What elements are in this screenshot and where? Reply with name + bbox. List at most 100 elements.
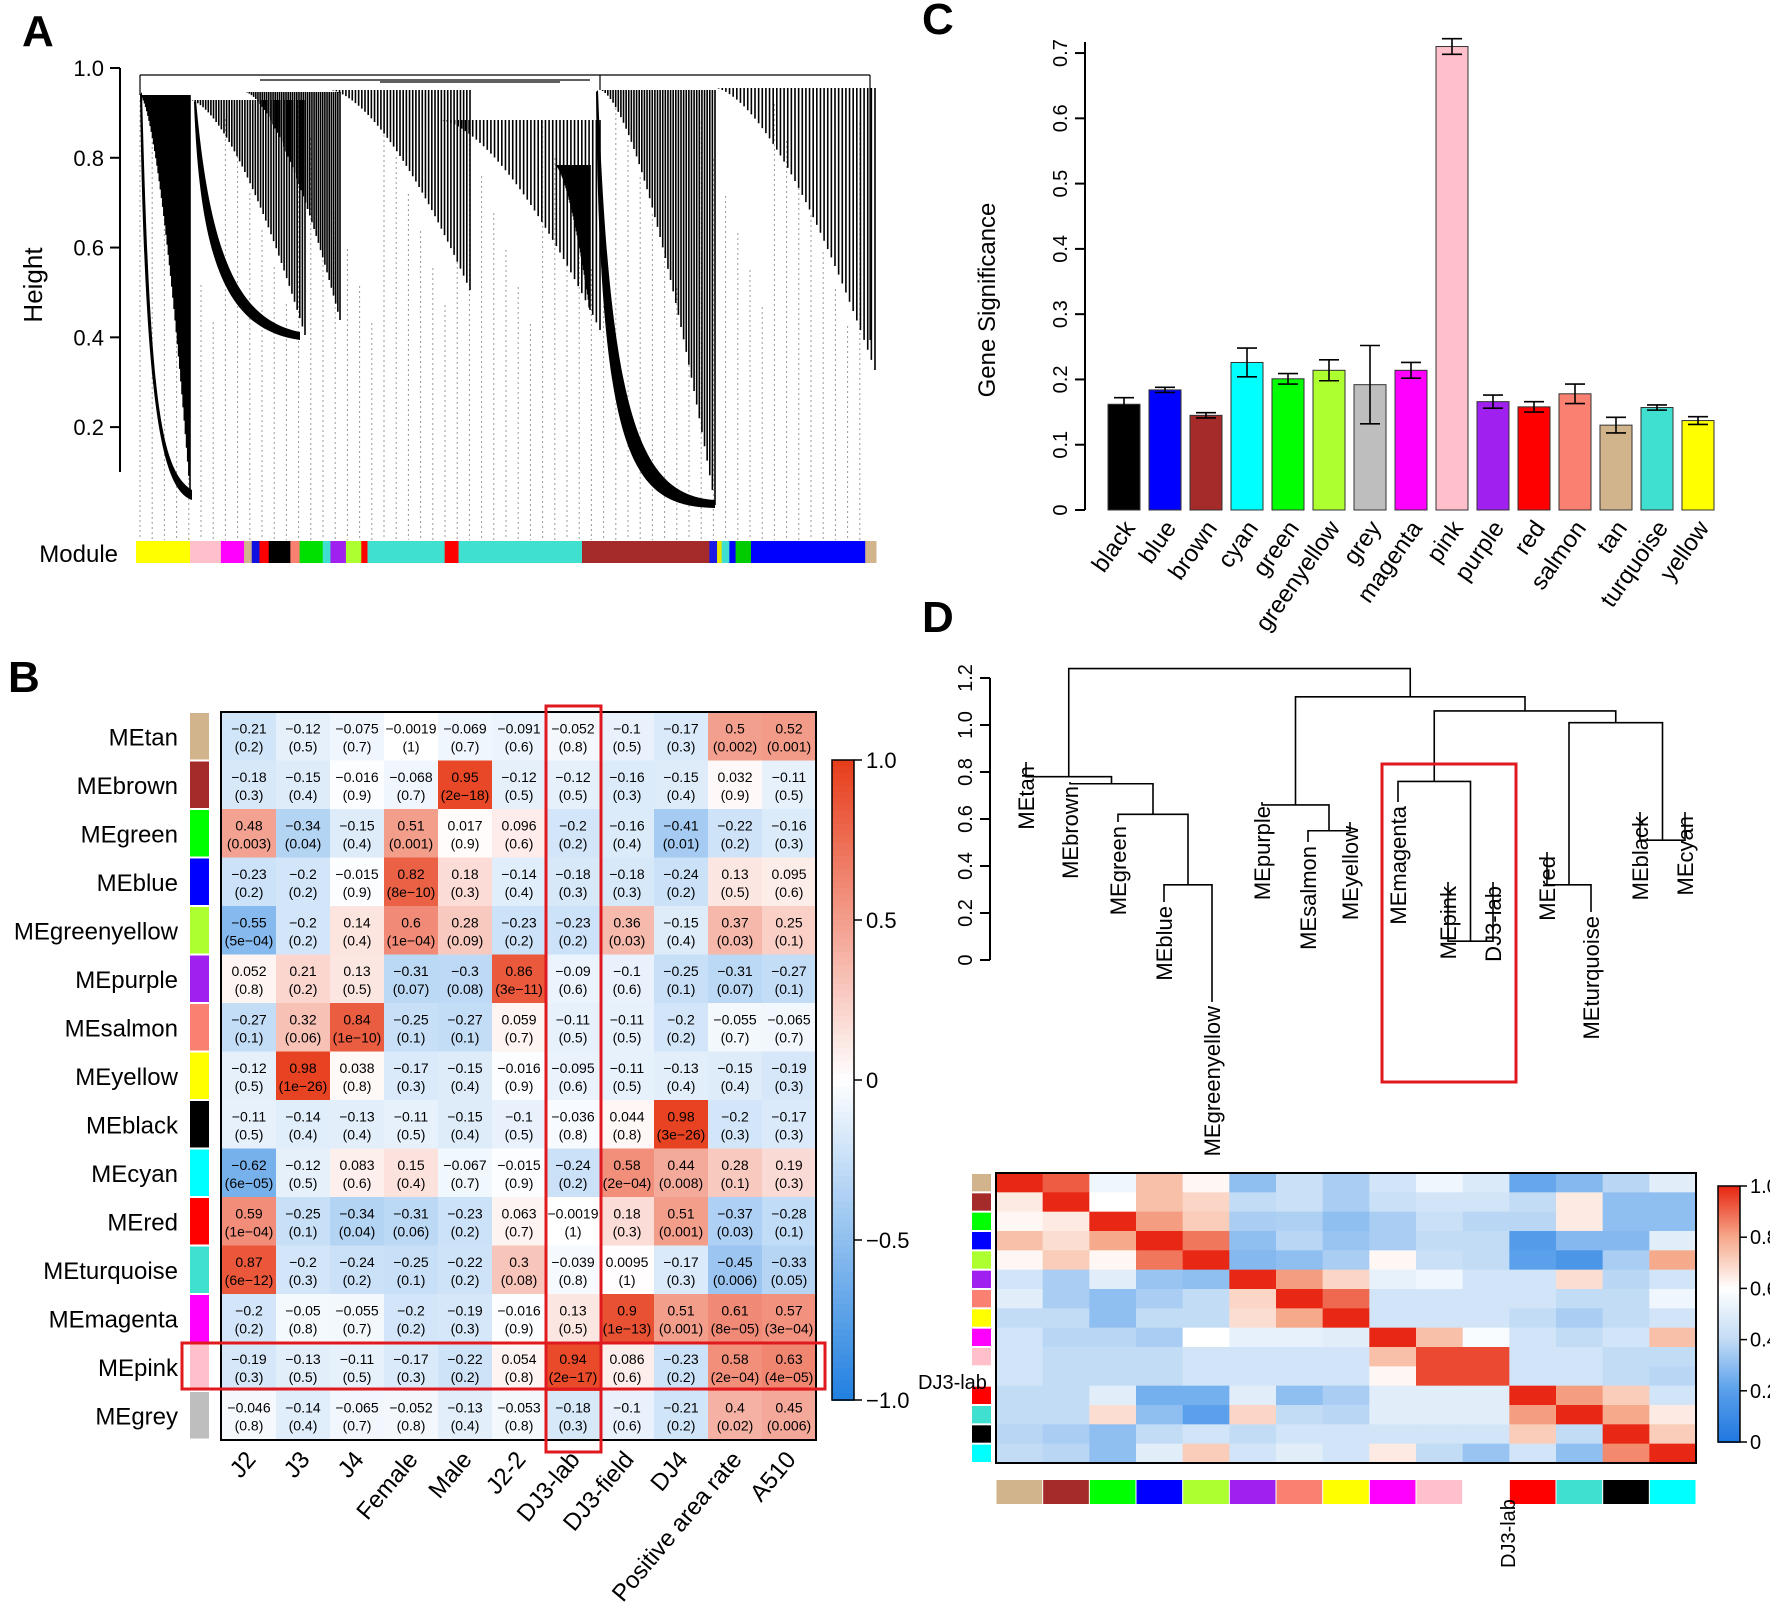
b-cell-pvalue: (0.01) <box>663 835 700 851</box>
b-colorbar-segment <box>832 888 854 896</box>
b-cell-pvalue: (0.2) <box>289 981 318 997</box>
d2-colorbar-segment <box>1718 1301 1740 1305</box>
d2-colorbar-segment <box>1718 1347 1740 1351</box>
b-cell <box>600 1051 655 1101</box>
b-cell <box>708 712 763 761</box>
b-cell <box>222 1197 277 1246</box>
b-cell-value: 0.096 <box>501 817 536 833</box>
d-y-tick-label: 0.6 <box>955 805 977 833</box>
c-error-bar-salmon <box>1565 383 1585 405</box>
d2-colorbar-segment <box>1718 1219 1740 1223</box>
d2-cell <box>1182 1269 1230 1290</box>
b-cell-pvalue: (0.8) <box>235 1417 264 1433</box>
b-cell-pvalue: (0.2) <box>667 1369 696 1385</box>
b-cell <box>600 1100 655 1149</box>
d2-cell <box>1229 1231 1277 1251</box>
d2-cell <box>1369 1385 1417 1406</box>
d2-cell <box>996 1192 1044 1213</box>
b-cell-pvalue: (1) <box>402 738 419 754</box>
d2-colorbar-segment <box>1718 1265 1740 1269</box>
b-cell-value: −0.2 <box>667 1011 695 1027</box>
b-colorbar-segment <box>832 1265 854 1273</box>
b-colorbar-segment <box>832 1009 854 1017</box>
d2-cell <box>1089 1347 1137 1367</box>
b-cell <box>438 809 493 858</box>
d-highlight-box <box>1380 762 1518 1084</box>
b-cell-value: 0.51 <box>397 817 424 833</box>
d2-colorbar-segment <box>1718 1201 1740 1205</box>
b-cell-pvalue: (0.001) <box>659 1223 703 1239</box>
b-cell <box>600 1148 655 1198</box>
d2-cell <box>1649 1443 1697 1464</box>
panel-d-adjacency-heatmap: DJ3-lab DJ3-lab 1.0 0.8 0.6 0.4 0.2 0 <box>918 1172 1770 1568</box>
b-colorbar-segment <box>832 1233 854 1241</box>
b-cell-value: −0.055 <box>713 1011 756 1027</box>
a-module-segment-green <box>735 541 752 563</box>
b-cell-value: −0.41 <box>663 817 699 833</box>
b-cell-value: −0.2 <box>235 1302 263 1318</box>
d2-colorbar-segment <box>1718 1247 1740 1251</box>
d2-colorbar-segment <box>1718 1439 1740 1443</box>
b-cell-value: −0.17 <box>393 1060 429 1076</box>
b-cell-value: −0.16 <box>609 769 645 785</box>
c-y-tick-label: 0.4 <box>1050 235 1072 263</box>
a-y-tick-label: 0.6 <box>73 236 104 261</box>
b-cell-value: −0.25 <box>285 1205 321 1221</box>
b-cell-pvalue: (0.04) <box>285 835 322 851</box>
d2-cell <box>1509 1173 1557 1193</box>
c-bar-blue <box>1148 389 1182 511</box>
d2-colorbar-segment <box>1718 1395 1740 1400</box>
d2-cell <box>1042 1211 1090 1232</box>
a-y-tick-label: 0.8 <box>73 146 104 171</box>
d2-cell <box>1229 1308 1277 1329</box>
b-cell-value: −0.31 <box>393 1205 429 1221</box>
b-colorbar-segment <box>832 792 854 800</box>
b-cell-pvalue: (0.5) <box>505 787 534 803</box>
b-cell <box>546 1245 601 1295</box>
b-cell <box>384 760 439 810</box>
c-error-bar-magenta <box>1401 361 1421 379</box>
b-colorbar-segment <box>832 1329 854 1337</box>
b-cell-value: −0.065 <box>767 1011 810 1027</box>
b-colorbar-segment <box>832 926 854 934</box>
b-cell-value: −0.12 <box>555 769 591 785</box>
b-cell-pvalue: (0.3) <box>721 1126 750 1142</box>
b-cell-value: −0.17 <box>393 1351 429 1367</box>
d2-colorbar-segment <box>1718 1370 1740 1374</box>
b-cell-value: −0.13 <box>285 1351 321 1367</box>
b-cell <box>708 1245 763 1295</box>
b-heatmap-cells: −0.21 (0.2) −0.12 (0.5) −0.075 (0.7) −0.0019 (1… <box>222 712 817 1440</box>
d2-cell <box>1556 1289 1604 1309</box>
d2-cell <box>1089 1192 1137 1213</box>
b-cell <box>276 760 331 810</box>
d2-cell <box>1556 1250 1604 1271</box>
c-x-labels: blackbluebrowncyangreengreenyellowgreyma… <box>1087 515 1716 636</box>
b-col-label-DJ4: DJ4 <box>645 1447 693 1497</box>
b-cell-value: −0.12 <box>285 1157 321 1173</box>
d2-cell <box>1322 1347 1370 1367</box>
b-cell <box>384 954 439 1004</box>
panel-d-eigengene-dendrogram: 00.20.40.60.81.01.2 MEtan MEbrown MEgreenM… <box>955 664 1698 1156</box>
c-error-bar-blue <box>1155 386 1175 394</box>
d2-cell <box>996 1405 1044 1425</box>
b-cell-value: 0.5 <box>725 720 745 736</box>
d2-cell <box>1556 1405 1604 1425</box>
b-cell-value: 0.086 <box>609 1351 644 1367</box>
c-bar-black <box>1107 403 1141 511</box>
b-cell-pvalue: (0.06) <box>393 1223 430 1239</box>
b-colorbar-segment <box>832 964 854 973</box>
b-cell-value: −0.1 <box>613 963 641 979</box>
d2-colorbar-segment <box>1718 1242 1740 1246</box>
b-cell-value: 0.98 <box>289 1060 316 1076</box>
b-cell-value: −0.25 <box>393 1254 429 1270</box>
b-cell-pvalue: (0.1) <box>451 1029 480 1045</box>
b-cell-value: −0.18 <box>555 1399 591 1415</box>
b-col-label-J2-2: J2-2 <box>481 1447 532 1500</box>
b-colorbar-segment <box>832 1342 854 1350</box>
b-colorbar-segment <box>832 836 854 845</box>
b-cell-value: −0.095 <box>551 1060 594 1076</box>
a-module-segment-yellow <box>136 541 191 563</box>
b-cell-pvalue: (0.7) <box>505 1223 534 1239</box>
b-cell <box>492 857 547 907</box>
a-y-axis-label: Height <box>18 247 48 323</box>
